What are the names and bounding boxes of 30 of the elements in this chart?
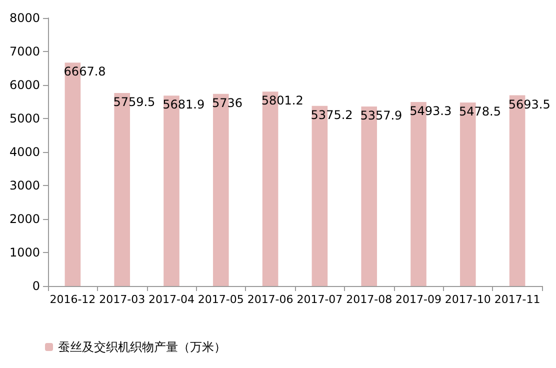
x-tick-label: 2016-12: [50, 293, 96, 306]
x-tick-label: 2017-06: [247, 293, 294, 306]
x-tick-label: 2017-10: [444, 293, 491, 306]
data-label: 5736: [212, 96, 243, 110]
y-tick-label: 6000: [9, 78, 40, 92]
x-tick-label: 2017-05: [198, 293, 244, 306]
y-tick-label: 0: [32, 279, 40, 293]
data-label: 5357.9: [360, 108, 402, 123]
y-tick-label: 2000: [9, 212, 40, 226]
y-tick-label: 1000: [9, 246, 40, 260]
data-label: 5681.9: [162, 98, 205, 112]
y-tick-label: 3000: [9, 178, 40, 192]
y-tick-label: 8000: [9, 11, 40, 25]
x-tick-label: 2017-04: [148, 293, 194, 306]
data-label: 5478.5: [458, 104, 501, 118]
y-tick-label: 7000: [9, 44, 40, 58]
data-label: 5759.5: [113, 95, 156, 110]
x-tick-label: 2017-08: [346, 293, 392, 306]
y-tick-label: 5000: [9, 112, 40, 126]
x-tick-label: 2017-09: [396, 293, 442, 306]
data-label: 5375.2: [310, 108, 353, 122]
data-label: 5801.2: [261, 94, 304, 108]
data-label: 5493.3: [410, 104, 452, 118]
x-tick-label: 2017-03: [99, 293, 146, 306]
data-label: 5693.5: [508, 97, 550, 112]
data-label: 6667.8: [64, 64, 106, 79]
x-tick-label: 2017-11: [494, 293, 540, 306]
legend-label: 蚕丝及交织机织物产量（万米）: [58, 340, 226, 354]
x-tick-label: 2017-07: [296, 293, 343, 306]
y-tick-label: 4000: [9, 145, 40, 159]
